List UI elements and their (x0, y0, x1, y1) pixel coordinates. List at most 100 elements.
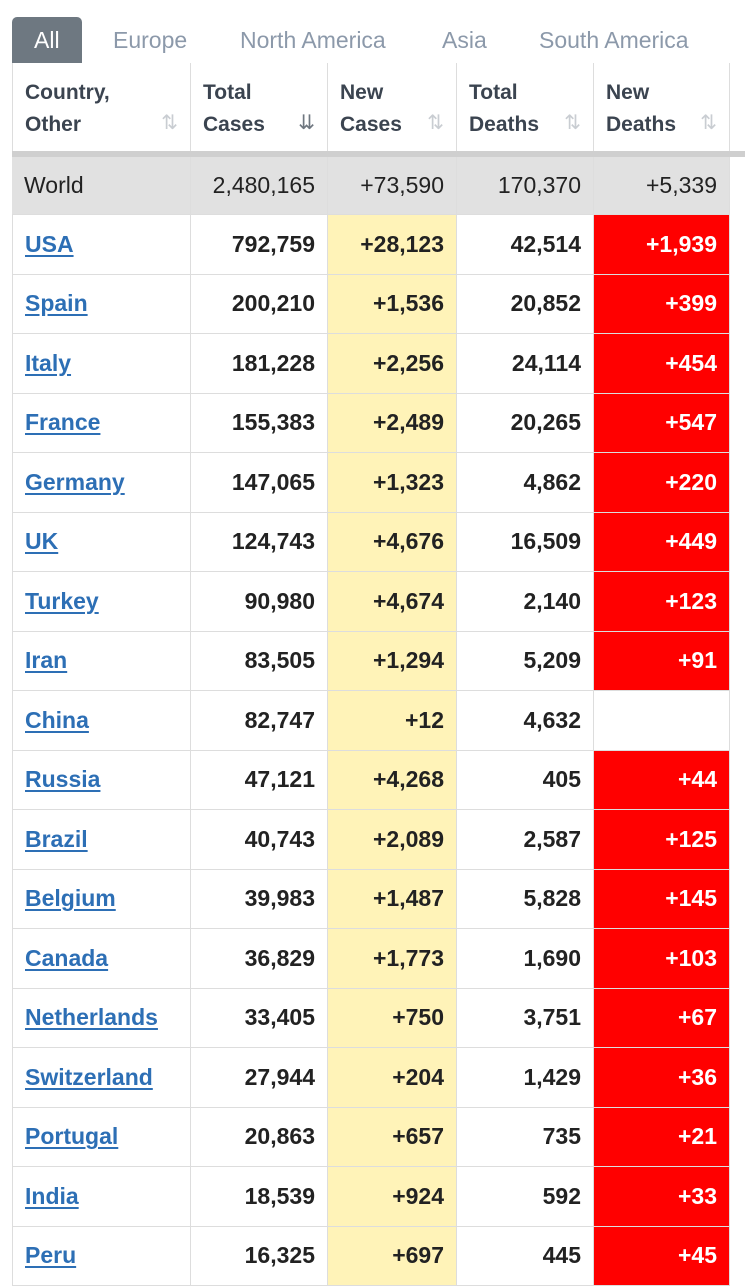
total-deaths-cell: 2,140 (457, 572, 594, 632)
new-cases-cell: +1,323 (328, 453, 457, 513)
world-total-cases: 2,480,165 (191, 157, 328, 215)
tab-europe[interactable]: Europe (113, 17, 187, 63)
country-link[interactable]: Canada (25, 945, 108, 972)
country-link[interactable]: UK (25, 528, 58, 555)
new-deaths-cell: +45 (594, 1227, 730, 1286)
new-deaths-cell (594, 691, 730, 751)
country-link[interactable]: Italy (25, 350, 71, 377)
tab-south-america[interactable]: South America (539, 17, 689, 63)
total-deaths-cell: 42,514 (457, 215, 594, 275)
country-cell: Germany (12, 453, 191, 513)
total-deaths-cell: 20,852 (457, 275, 594, 335)
total-deaths-cell: 3,751 (457, 989, 594, 1049)
total-deaths-cell: 4,632 (457, 691, 594, 751)
country-link[interactable]: USA (25, 231, 74, 258)
total-deaths-cell: 735 (457, 1108, 594, 1168)
world-total-deaths: 170,370 (457, 157, 594, 215)
country-link[interactable]: Turkey (25, 588, 99, 615)
new-cases-cell: +4,674 (328, 572, 457, 632)
tab-all[interactable]: All (12, 17, 82, 63)
header-label-line1: New (606, 77, 676, 109)
total-cases-cell: 39,983 (191, 870, 328, 930)
total-deaths-cell: 5,828 (457, 870, 594, 930)
new-deaths-cell: +1,939 (594, 215, 730, 275)
country-link[interactable]: France (25, 409, 100, 436)
total-cases-cell: 181,228 (191, 334, 328, 394)
header-label-line2: Deaths (469, 109, 539, 141)
new-cases-cell: +28,123 (328, 215, 457, 275)
country-link[interactable]: India (25, 1183, 79, 1210)
new-cases-cell: +4,268 (328, 751, 457, 811)
sort-icon[interactable]: ⇅ (564, 107, 581, 139)
country-link[interactable]: Portugal (25, 1123, 118, 1150)
total-deaths-cell: 2,587 (457, 810, 594, 870)
country-cell: China (12, 691, 191, 751)
sort-icon[interactable]: ⇅ (161, 107, 178, 139)
country-link[interactable]: Germany (25, 469, 125, 496)
tab-asia[interactable]: Asia (442, 17, 487, 63)
country-cell: Canada (12, 929, 191, 989)
new-cases-cell: +2,489 (328, 394, 457, 454)
total-cases-cell: 124,743 (191, 513, 328, 573)
new-deaths-cell: +21 (594, 1108, 730, 1168)
total-cases-cell: 200,210 (191, 275, 328, 335)
country-link[interactable]: Switzerland (25, 1064, 153, 1091)
new-deaths-cell: +449 (594, 513, 730, 573)
country-link[interactable]: Russia (25, 766, 100, 793)
world-new-deaths: +5,339 (594, 157, 730, 215)
new-cases-cell: +4,676 (328, 513, 457, 573)
country-link[interactable]: China (25, 707, 89, 734)
country-cell: Belgium (12, 870, 191, 930)
new-cases-cell: +657 (328, 1108, 457, 1168)
total-deaths-cell: 1,690 (457, 929, 594, 989)
country-cell: Russia (12, 751, 191, 811)
header-label-line2: Deaths (606, 109, 676, 141)
country-cell: France (12, 394, 191, 454)
total-deaths-cell: 5,209 (457, 632, 594, 692)
total-deaths-cell: 1,429 (457, 1048, 594, 1108)
total-cases-cell: 47,121 (191, 751, 328, 811)
total-deaths-cell: 20,265 (457, 394, 594, 454)
country-link[interactable]: Brazil (25, 826, 88, 853)
country-cell: India (12, 1167, 191, 1227)
country-cell: Portugal (12, 1108, 191, 1168)
new-deaths-cell: +145 (594, 870, 730, 930)
new-cases-cell: +2,256 (328, 334, 457, 394)
column-header-country[interactable]: Country,Other ⇅ (12, 63, 191, 151)
country-link[interactable]: Peru (25, 1242, 76, 1269)
world-new-cases: +73,590 (328, 157, 457, 215)
total-cases-cell: 36,829 (191, 929, 328, 989)
total-cases-cell: 90,980 (191, 572, 328, 632)
sort-icon[interactable]: ⇅ (427, 107, 444, 139)
country-link[interactable]: Belgium (25, 885, 116, 912)
total-cases-cell: 82,747 (191, 691, 328, 751)
new-deaths-cell: +125 (594, 810, 730, 870)
header-label-line2: Other (25, 109, 110, 141)
country-link[interactable]: Spain (25, 290, 88, 317)
country-cell: UK (12, 513, 191, 573)
new-cases-cell: +12 (328, 691, 457, 751)
tab-north-america[interactable]: North America (240, 17, 386, 63)
sort-desc-icon[interactable]: ⇊ (298, 107, 315, 139)
sort-icon[interactable]: ⇅ (700, 107, 717, 139)
country-link[interactable]: Iran (25, 647, 67, 674)
total-cases-cell: 792,759 (191, 215, 328, 275)
new-deaths-cell: +91 (594, 632, 730, 692)
country-link[interactable]: Netherlands (25, 1004, 158, 1031)
country-cell: Switzerland (12, 1048, 191, 1108)
